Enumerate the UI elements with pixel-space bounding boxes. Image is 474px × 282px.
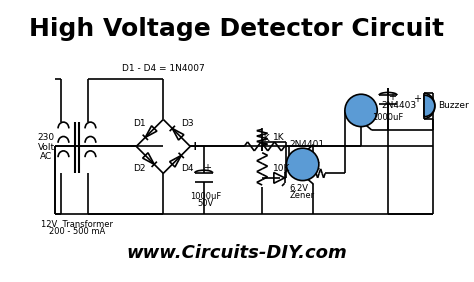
Text: D1 - D4 = 1N4007: D1 - D4 = 1N4007 (122, 64, 205, 73)
Text: D4: D4 (181, 164, 194, 173)
Circle shape (286, 148, 319, 180)
Text: 10K: 10K (273, 164, 291, 173)
Text: 50V: 50V (197, 199, 214, 208)
Text: 1000uF: 1000uF (373, 113, 404, 122)
Text: Buzzer: Buzzer (438, 102, 469, 111)
Text: 1000uF: 1000uF (190, 192, 221, 201)
Text: D1: D1 (133, 119, 146, 128)
Text: 200 - 500 mA: 200 - 500 mA (49, 227, 105, 236)
Text: +: + (203, 162, 211, 173)
Text: +: + (388, 92, 396, 102)
Text: AC: AC (40, 152, 53, 161)
Text: 1K: 1K (259, 134, 270, 143)
Text: 2N4403: 2N4403 (381, 102, 416, 111)
Text: 2N4401: 2N4401 (290, 140, 325, 149)
Text: www.Circuits-DIY.com: www.Circuits-DIY.com (127, 244, 347, 263)
Text: K: K (313, 162, 319, 171)
Text: Zener: Zener (290, 191, 315, 200)
Text: 1K: 1K (273, 133, 284, 142)
Text: Volt: Volt (38, 143, 55, 152)
Text: High Voltage Detector Circuit: High Voltage Detector Circuit (29, 17, 445, 41)
Text: -: - (129, 140, 134, 153)
Text: 12V  Transformer: 12V Transformer (41, 220, 113, 229)
Text: 230: 230 (38, 133, 55, 142)
Text: +: + (190, 140, 200, 153)
Wedge shape (424, 95, 435, 117)
Text: D3: D3 (181, 119, 194, 128)
Text: +: + (413, 94, 421, 104)
Text: D2: D2 (133, 164, 145, 173)
Circle shape (345, 94, 377, 127)
Text: 6.2V: 6.2V (289, 184, 308, 193)
